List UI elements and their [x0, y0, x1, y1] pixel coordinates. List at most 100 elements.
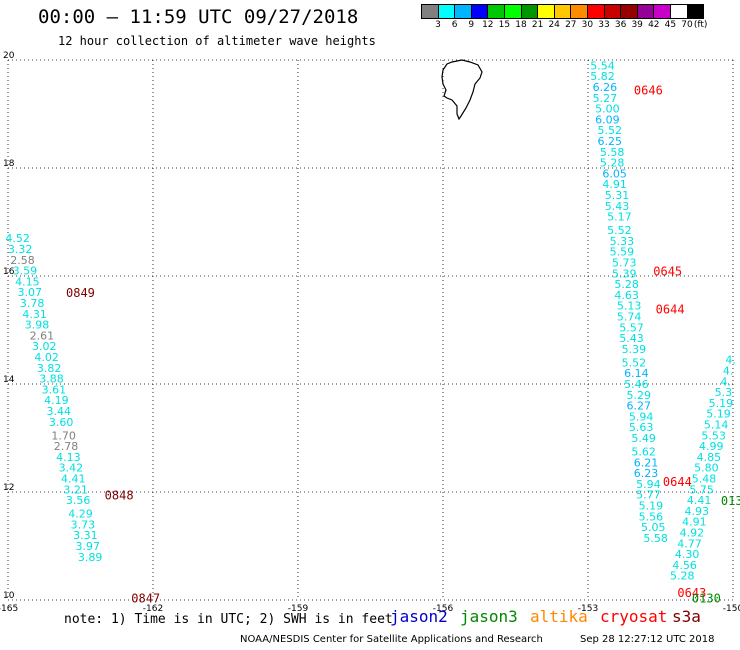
pass-time-label: 0849 — [66, 286, 95, 300]
swh-value-label: 5.39 — [622, 343, 647, 356]
swh-value-label: 2.58 — [10, 254, 35, 267]
y-tick-label: 20 — [3, 51, 15, 61]
swh-value-label: 5.19 — [709, 397, 734, 410]
color-scale-labels: 3 6 9 12 15 18 21 24 27 30 33 36 39 42 45 70 (ft) — [421, 20, 737, 34]
swh-value-label: 5.73 — [612, 257, 637, 270]
swh-value-label: 4.41 — [687, 494, 712, 507]
swh-value-label: 3.32 — [8, 243, 33, 256]
units-note: note: 1) Time is in UTC; 2) SWH is in fe… — [64, 612, 393, 627]
x-tick-label: -150 — [723, 604, 740, 614]
color-scale-label: 24 — [548, 20, 560, 30]
swh-value-label: 5.82 — [590, 70, 615, 83]
y-tick-label: 10 — [3, 591, 15, 601]
swh-value-label: 5.17 — [607, 211, 632, 224]
swh-value-label: 4.02 — [34, 351, 59, 364]
pass-time-label: 0644 — [656, 302, 685, 316]
color-scale-label: 33 — [598, 20, 610, 30]
color-scale-label: 30 — [581, 20, 594, 30]
legend-entry-jason2: jason2 — [390, 607, 448, 626]
swh-value-label: 5.14 — [704, 419, 729, 432]
island-coastline — [441, 59, 483, 121]
axis-tick-labels: -165 -162 -159 -156 -153 -150 10 12 14 16 18 20 — [0, 51, 740, 614]
swh-value-label: 3.89 — [78, 551, 103, 564]
swh-value-label: 2.78 — [54, 440, 79, 453]
chart-grid — [7, 59, 734, 601]
color-scale-label: 45 — [664, 20, 677, 30]
swh-value-label: 5.77 — [636, 489, 661, 502]
swh-value-label: 5.28 — [614, 278, 639, 291]
pass-time-label: 0645 — [653, 265, 682, 279]
swh-value-label: 4. — [725, 354, 736, 367]
swh-value-label: 3.42 — [59, 462, 84, 475]
swh-value-label: 4.93 — [685, 505, 710, 518]
swh-value-label: 4.52 — [5, 232, 30, 245]
swh-value-label: 5.3 — [715, 386, 733, 399]
color-scale-label: 27 — [565, 20, 577, 30]
swh-value-label: 3.44 — [47, 405, 72, 418]
swh-value-label: 4.19 — [44, 394, 69, 407]
swh-value-label: 5.27 — [593, 92, 618, 105]
color-scale-label: 3 — [435, 20, 441, 30]
color-scale-label: 9 — [468, 20, 475, 30]
swh-value-label: 5.58 — [643, 532, 668, 545]
swh-value-label: 5.39 — [612, 267, 637, 280]
pass-time-label: 0847 — [131, 591, 160, 605]
swh-value-label: 6.09 — [595, 113, 620, 126]
swh-value-label: 3.97 — [76, 540, 101, 553]
color-scale-label: 21 — [531, 20, 544, 30]
swh-value-label: 6.14 — [624, 367, 649, 380]
swh-value-label: 4.41 — [61, 473, 86, 486]
swh-value-label: 4.91 — [682, 516, 707, 529]
pass-time-label: 0643 — [677, 586, 706, 600]
x-tick-label: -156 — [433, 604, 454, 614]
swh-value-label: 5.94 — [629, 410, 654, 423]
color-scale-label: 12 — [482, 20, 494, 30]
swh-value-label: 4.92 — [680, 527, 705, 540]
y-tick-label: 14 — [3, 375, 15, 385]
swh-value-label: 3.82 — [37, 362, 62, 375]
pass-time-label: 0130 — [692, 591, 721, 605]
color-scale-label: 42 — [648, 20, 660, 30]
swh-value-label: 5.33 — [610, 235, 635, 248]
swh-value-label: 5.49 — [631, 432, 656, 445]
swh-value-label: 5.94 — [636, 478, 661, 491]
swh-value-label: 3.21 — [63, 483, 88, 496]
swh-value-label: 3.59 — [13, 265, 38, 278]
swh-value-label: 4. — [723, 365, 734, 378]
x-tick-label: -162 — [143, 604, 163, 614]
swh-value-label: 5.46 — [624, 378, 649, 391]
color-scale-label: 39 — [631, 20, 643, 30]
legend-entry-s3a: s3a — [672, 607, 701, 626]
swh-value-label: 3.73 — [71, 518, 96, 531]
swh-value-label: 3.98 — [25, 319, 50, 332]
hawaii-island-outline — [441, 59, 483, 121]
swh-value-label: 4.15 — [15, 275, 40, 288]
legend-entry-altika: altika — [530, 607, 588, 626]
swh-value-label: 3.88 — [39, 373, 64, 386]
swh-value-label: 5.48 — [692, 473, 717, 486]
pass-time-label: 0646 — [634, 84, 663, 98]
swh-value-label: 5.43 — [619, 332, 644, 345]
color-scale-label: 18 — [515, 20, 527, 30]
swh-value-label: 4.63 — [614, 289, 639, 302]
color-scale-label: (ft) — [693, 20, 708, 30]
swh-value-label: 5.05 — [641, 521, 666, 534]
pass-time-label: 0644 — [663, 475, 692, 489]
swh-value-label: 5.13 — [617, 300, 642, 313]
swh-value-label: 3.60 — [49, 416, 74, 429]
legend-entry-jason3: jason3 — [460, 607, 518, 626]
swh-value-label: 5.59 — [610, 246, 635, 259]
swh-value-label: 5.74 — [617, 311, 642, 324]
swh-value-label: 5.52 — [622, 356, 647, 369]
swh-value-label: 4. — [721, 375, 732, 388]
swh-value-label: 3.31 — [73, 529, 98, 542]
color-scale-label: 6 — [451, 20, 458, 30]
color-scale-label: 70 — [681, 20, 693, 30]
swh-value-label: 5.19 — [639, 500, 664, 513]
y-tick-label: 18 — [3, 159, 15, 169]
swh-value-label: 5.54 — [590, 59, 615, 72]
credit-text: NOAA/NESDIS Center for Satellite Applica… — [240, 634, 543, 645]
swh-value-label: 5.52 — [598, 124, 623, 137]
swh-value-label: 6.27 — [627, 400, 652, 413]
